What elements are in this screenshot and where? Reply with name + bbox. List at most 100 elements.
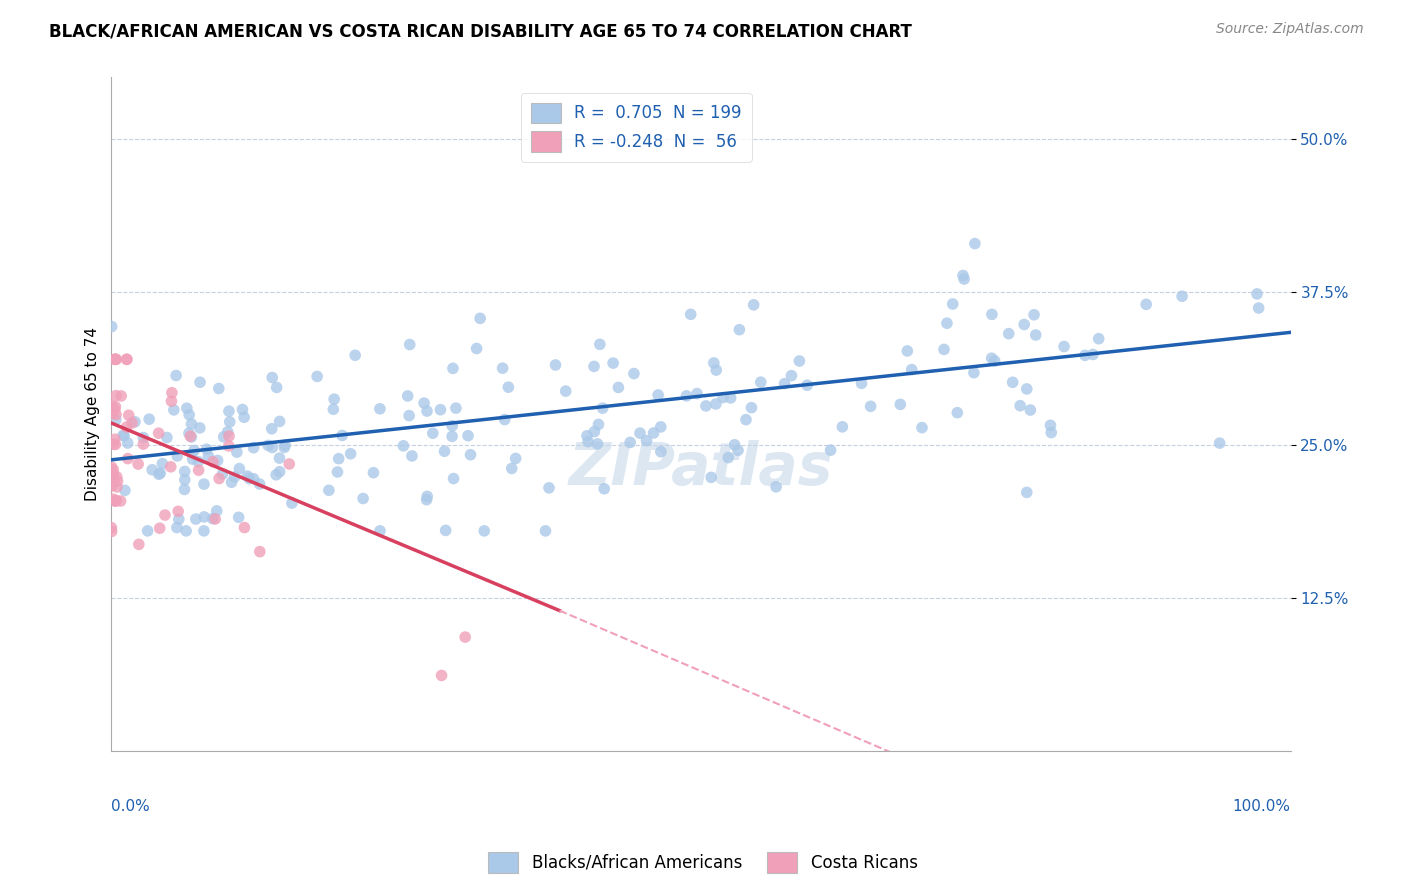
Point — [911, 420, 934, 434]
Point — [328, 451, 350, 466]
Point — [433, 444, 456, 458]
Point — [363, 466, 385, 480]
Text: Source: ZipAtlas.com: Source: ZipAtlas.com — [1216, 22, 1364, 37]
Point — [896, 343, 918, 358]
Point — [318, 483, 340, 498]
Point — [124, 415, 146, 429]
Point — [173, 473, 195, 487]
Point — [100, 460, 122, 475]
Point — [150, 457, 173, 471]
Text: 100.0%: 100.0% — [1233, 798, 1291, 814]
Point — [589, 337, 612, 351]
Point — [704, 363, 727, 377]
Point — [233, 520, 256, 534]
Point — [851, 376, 873, 391]
Point — [160, 385, 183, 400]
Point — [1081, 347, 1104, 361]
Point — [132, 437, 155, 451]
Point — [273, 441, 295, 455]
Point — [101, 492, 124, 507]
Point — [607, 380, 630, 394]
Point — [249, 477, 271, 491]
Point — [204, 512, 226, 526]
Point — [180, 430, 202, 444]
Point — [1208, 436, 1230, 450]
Point — [201, 511, 224, 525]
Point — [187, 463, 209, 477]
Point — [104, 352, 127, 367]
Point — [218, 415, 240, 429]
Point — [720, 391, 742, 405]
Point — [281, 496, 304, 510]
Point — [415, 492, 437, 507]
Point — [537, 481, 560, 495]
Point — [1087, 332, 1109, 346]
Point — [1015, 382, 1038, 396]
Point — [114, 483, 136, 498]
Point — [141, 463, 163, 477]
Point — [936, 316, 959, 330]
Point — [266, 380, 288, 394]
Point — [110, 389, 132, 403]
Point — [1040, 425, 1063, 440]
Point — [104, 432, 127, 446]
Point — [179, 408, 201, 422]
Point — [105, 352, 128, 367]
Point — [675, 389, 697, 403]
Point — [323, 392, 346, 406]
Point — [728, 323, 751, 337]
Point — [110, 494, 132, 508]
Point — [322, 402, 344, 417]
Point — [422, 426, 444, 441]
Point — [269, 465, 291, 479]
Point — [963, 236, 986, 251]
Point — [1053, 339, 1076, 353]
Point — [416, 404, 439, 418]
Point — [181, 452, 204, 467]
Point — [117, 436, 139, 450]
Point — [441, 429, 464, 443]
Point — [700, 470, 723, 484]
Point — [789, 354, 811, 368]
Point — [103, 463, 125, 477]
Point — [1074, 348, 1097, 362]
Point — [443, 471, 465, 485]
Point — [136, 524, 159, 538]
Point — [498, 380, 520, 394]
Point — [307, 369, 329, 384]
Point — [1246, 286, 1268, 301]
Point — [413, 396, 436, 410]
Point — [859, 400, 882, 414]
Point — [368, 401, 391, 416]
Point — [115, 352, 138, 367]
Point — [494, 412, 516, 426]
Point — [780, 368, 803, 383]
Point — [588, 417, 610, 432]
Point — [104, 494, 127, 508]
Point — [368, 524, 391, 538]
Point — [1171, 289, 1194, 303]
Point — [623, 367, 645, 381]
Point — [100, 319, 122, 334]
Point — [953, 272, 976, 286]
Point — [104, 494, 127, 508]
Point — [105, 480, 128, 494]
Point — [1039, 418, 1062, 433]
Point — [501, 461, 523, 475]
Point — [104, 400, 127, 414]
Point — [103, 437, 125, 451]
Point — [554, 384, 576, 398]
Point — [592, 401, 614, 416]
Point — [602, 356, 624, 370]
Point — [262, 370, 284, 384]
Point — [619, 435, 641, 450]
Point — [180, 417, 202, 431]
Point — [218, 439, 240, 453]
Point — [149, 466, 172, 480]
Point — [416, 489, 439, 503]
Point — [197, 449, 219, 463]
Point — [160, 394, 183, 409]
Point — [1019, 403, 1042, 417]
Point — [441, 418, 464, 433]
Point — [269, 451, 291, 466]
